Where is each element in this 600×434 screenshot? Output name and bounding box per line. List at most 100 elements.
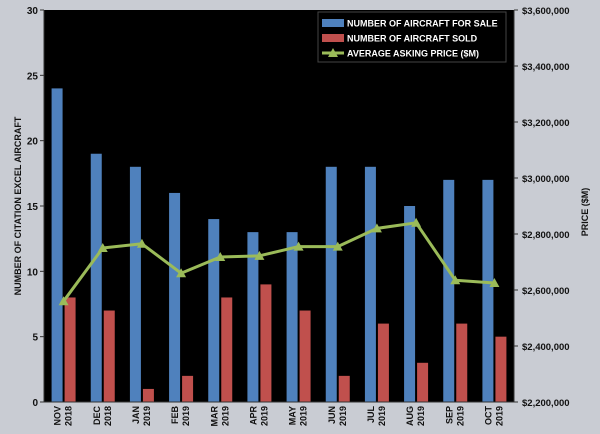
- bar-sold-4: [221, 297, 233, 402]
- left-tick-label-5: 25: [27, 71, 39, 82]
- x-tick-year-2: 2019: [142, 406, 152, 426]
- x-tick-year-5: 2019: [259, 406, 269, 426]
- x-tick-label-4: MAR 2019: [209, 406, 230, 427]
- x-tick-month-11: OCT: [483, 406, 493, 426]
- x-tick-year-1: 2018: [103, 406, 113, 426]
- bar-sold-6: [299, 310, 311, 402]
- legend-swatch-1: [322, 34, 344, 42]
- x-tick-year-11: 2019: [494, 406, 504, 426]
- bar-for-sale-8: [364, 166, 376, 402]
- x-tick-month-3: FEB: [170, 405, 180, 424]
- right-axis-ticks: $2,200,000 $2,400,000 $2,600,000 $2,800,000…: [514, 6, 570, 409]
- x-tick-month-2: JAN: [131, 406, 141, 424]
- price-marker-11: [489, 278, 500, 287]
- bar-sold-11: [495, 336, 507, 402]
- x-tick-month-0: NOV: [53, 406, 63, 426]
- bar-for-sale-6: [286, 232, 298, 402]
- x-tick-year-7: 2019: [338, 406, 348, 426]
- bar-for-sale-1: [90, 153, 102, 402]
- right-tick-label-7: $3,600,000: [522, 6, 570, 17]
- right-tick-label-3: $2,800,000: [522, 230, 570, 241]
- x-tick-label-11: OCT 2019: [483, 406, 504, 427]
- bar-sold-0: [64, 297, 76, 402]
- bar-sold-3: [182, 375, 194, 402]
- x-tick-month-4: MAR: [209, 406, 219, 427]
- bar-for-sale-10: [443, 179, 455, 402]
- x-tick-label-3: FEB 2019: [170, 405, 191, 426]
- x-tick-label-1: DEC 2018: [92, 406, 113, 427]
- right-tick-label-1: $2,400,000: [522, 342, 570, 353]
- legend-label-2: AVERAGE ASKING PRICE ($M): [347, 49, 479, 59]
- x-tick-year-9: 2019: [416, 406, 426, 426]
- price-marker-9: [411, 217, 422, 227]
- bar-for-sale-3: [169, 192, 181, 402]
- x-axis-ticks: NOV 2018 DEC 2018 JAN 2019 FEB 2019 MAR 2019 APR 20…: [53, 405, 505, 426]
- bar-for-sale-2: [129, 166, 141, 402]
- right-tick-label-2: $2,600,000: [522, 286, 570, 297]
- price-marker-2: [136, 238, 147, 248]
- left-tick-label-4: 20: [27, 137, 39, 148]
- x-tick-year-10: 2019: [455, 406, 465, 426]
- price-marker-4: [215, 251, 226, 261]
- price-marker-0: [58, 296, 69, 306]
- x-tick-month-10: SEP: [444, 406, 454, 424]
- bar-sold-10: [456, 323, 468, 402]
- x-tick-year-3: 2019: [181, 406, 191, 426]
- x-tick-month-5: APR: [248, 406, 258, 426]
- right-tick-label-4: $3,000,000: [522, 174, 570, 185]
- legend-label-1: NUMBER OF AIRCRAFT SOLD: [347, 34, 478, 44]
- price-marker-3: [176, 268, 187, 278]
- price-marker-6: [293, 241, 304, 251]
- price-marker-5: [254, 250, 265, 260]
- left-tick-label-6: 30: [27, 6, 39, 17]
- left-axis-ticks: 0 5 10 15 20 25 30: [27, 6, 44, 409]
- left-tick-label-1: 5: [32, 333, 38, 344]
- bar-for-sale-0: [51, 88, 63, 403]
- legend-swatch-marker-2: [328, 48, 338, 57]
- bar-for-sale-11: [482, 179, 494, 402]
- legend-box: [317, 11, 507, 63]
- x-tick-label-10: SEP 2019: [444, 406, 465, 426]
- x-tick-month-8: JUL: [366, 406, 376, 424]
- y-right-axis-label: PRICE ($M): [580, 188, 590, 237]
- price-line-layer: [58, 217, 500, 306]
- price-marker-8: [371, 223, 382, 233]
- x-tick-label-5: APR 2019: [248, 406, 269, 427]
- left-tick-label-3: 15: [27, 202, 39, 213]
- right-tick-label-0: $2,200,000: [522, 398, 570, 409]
- legend-label-0: NUMBER OF AIRCRAFT FOR SALE: [347, 19, 498, 29]
- x-tick-year-6: 2019: [299, 406, 309, 426]
- plot-area: [44, 10, 514, 402]
- x-tick-year-0: 2018: [64, 406, 74, 426]
- bar-for-sale-5: [247, 232, 259, 402]
- x-tick-label-9: AUG 2019: [405, 406, 426, 426]
- right-tick-label-6: $3,400,000: [522, 62, 570, 73]
- bar-sold-2: [142, 388, 154, 402]
- bars-layer: [51, 88, 507, 403]
- bar-for-sale-7: [325, 166, 337, 402]
- bar-sold-8: [377, 323, 389, 402]
- bar-sold-5: [260, 284, 272, 402]
- left-tick-label-2: 10: [27, 267, 39, 278]
- x-tick-month-6: MAY: [288, 406, 298, 425]
- x-tick-label-2: JAN 2019: [131, 406, 152, 426]
- bar-sold-9: [417, 362, 429, 402]
- legend: NUMBER OF AIRCRAFT FOR SALE NUMBER OF AIR…: [317, 11, 507, 63]
- x-tick-year-8: 2019: [377, 406, 387, 426]
- bar-sold-1: [103, 310, 115, 402]
- x-tick-label-6: MAY 2019: [288, 406, 309, 426]
- legend-swatch-0: [322, 19, 344, 27]
- right-tick-label-5: $3,200,000: [522, 118, 570, 129]
- bar-for-sale-9: [404, 206, 416, 402]
- price-line: [62, 221, 495, 303]
- x-tick-month-9: AUG: [405, 406, 415, 426]
- left-tick-label-0: 0: [32, 398, 38, 409]
- y-left-axis-label: NUMBER OF CITATION EXCEL AIRCRAFT: [13, 116, 23, 295]
- x-tick-label-8: JUL 2019: [366, 406, 387, 427]
- x-tick-year-4: 2019: [220, 406, 230, 426]
- x-tick-label-7: JUN 2019: [327, 406, 348, 426]
- price-marker-7: [332, 241, 343, 251]
- bar-sold-7: [338, 375, 350, 402]
- price-marker-1: [97, 243, 108, 252]
